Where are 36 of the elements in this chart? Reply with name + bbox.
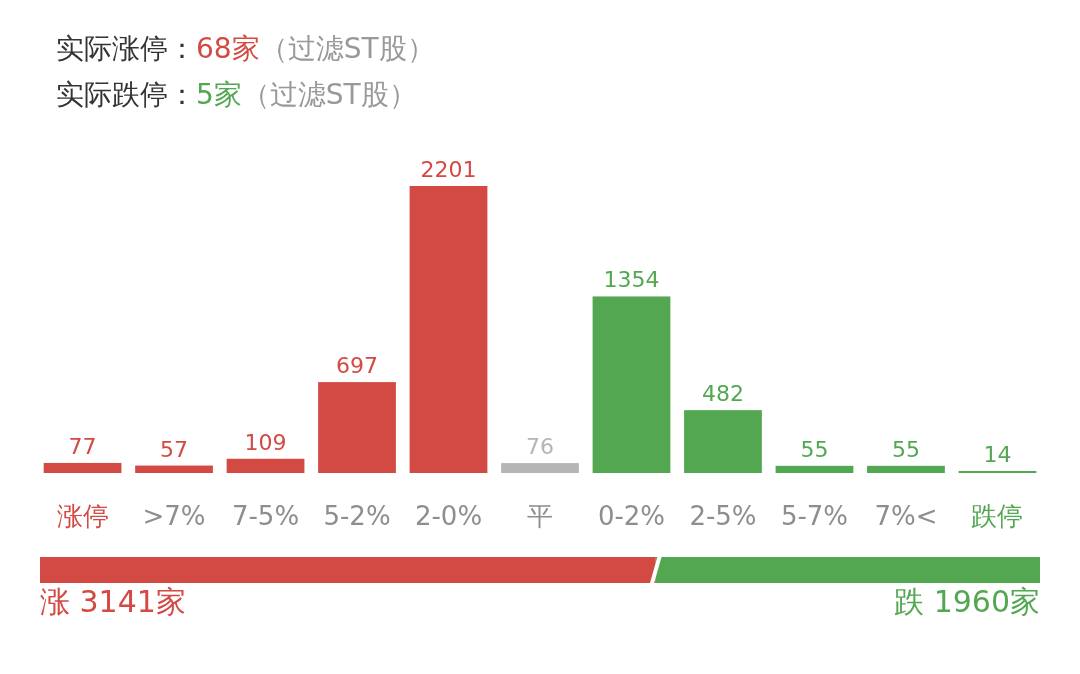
bar [592,296,671,473]
data-label: 2201 [420,157,477,182]
bar [226,458,305,473]
bar [684,410,762,473]
data-label: 1354 [603,267,660,293]
x-tick-label: 涨停 [56,501,109,531]
x-tick-label: 2-5% [689,501,757,531]
x-tick-label: 2-0% [414,501,483,531]
x-tick-label: 5-2% [323,501,391,531]
text: 实际涨停：68家（过滤ST股） [56,32,435,65]
text: 实际跌停：5家（过滤ST股） [56,78,417,111]
bar [409,186,488,473]
data-label: 涨 3141家 [40,584,186,619]
data-label: 77 [68,433,97,459]
data-label: 跌 1960家 [894,584,1040,619]
data-label: 55 [800,436,829,462]
x-tick-label: 0-2% [597,501,666,531]
data-label: 57 [160,436,189,462]
x-tick-label: 跌停 [971,501,1024,531]
data-label: 55 [891,436,920,462]
x-tick-label: 平 [527,501,553,531]
data-label: 109 [244,429,287,455]
bar [318,382,396,473]
data-label: 76 [526,434,554,460]
bar [501,463,579,473]
x-tick-label: 7%< [874,501,938,531]
x-tick-label: >7% [142,501,206,531]
bar [775,465,854,473]
x-tick-label: 7-5% [231,501,300,531]
x-tick-label: 5-7% [780,501,849,531]
bar [867,465,945,473]
data-label: 14 [983,442,1012,467]
bar [135,465,213,473]
bar [43,462,122,473]
data-label: 482 [701,381,744,407]
data-label: 697 [336,353,379,379]
